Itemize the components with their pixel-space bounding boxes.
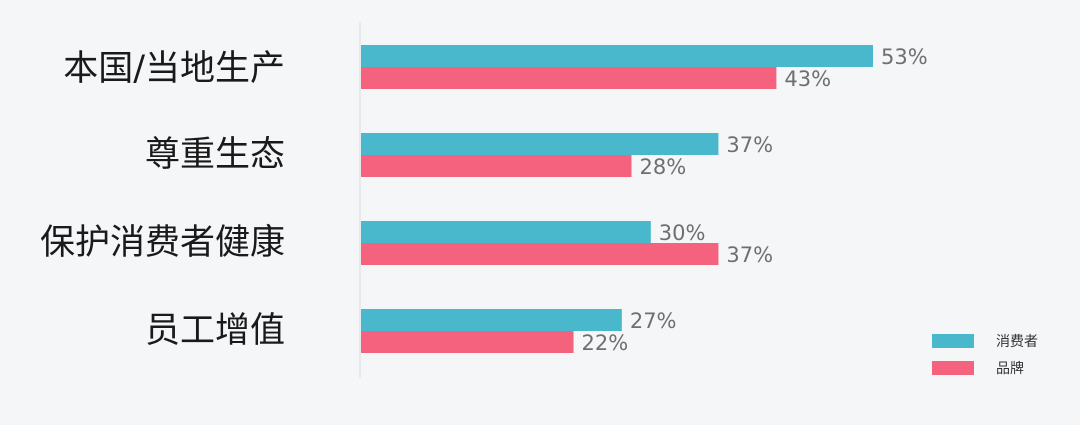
consumer-bar bbox=[361, 221, 651, 243]
brand-bar bbox=[361, 67, 777, 89]
consumer-value-label: 30% bbox=[659, 221, 706, 245]
legend-label-consumer: 消费者 bbox=[996, 334, 1038, 350]
category-label: 本国/当地生产 bbox=[63, 49, 285, 89]
category-label: 保护消费者健康 bbox=[40, 223, 285, 263]
brand-bar bbox=[361, 331, 574, 353]
brand-bar bbox=[361, 155, 632, 177]
legend-swatch-brand bbox=[932, 361, 974, 375]
legend-label-brand: 品牌 bbox=[996, 360, 1024, 377]
bars-group bbox=[361, 45, 873, 353]
consumer-bar bbox=[361, 309, 622, 331]
brand-value-label: 43% bbox=[784, 67, 831, 91]
consumer-bar bbox=[361, 133, 719, 155]
consumer-bar bbox=[361, 45, 873, 67]
consumer-value-label: 37% bbox=[726, 133, 773, 157]
brand-value-label: 28% bbox=[639, 155, 686, 179]
brand-bar bbox=[361, 243, 719, 265]
consumer-value-label: 27% bbox=[630, 309, 677, 333]
legend-swatch-consumer bbox=[932, 334, 974, 348]
category-label: 员工增值 bbox=[145, 311, 285, 351]
value-labels-group: 53% 43% 37% 28% 30% 37% 27%22% bbox=[582, 45, 928, 355]
consumer-value-label: 53% bbox=[881, 45, 928, 69]
category-label: 尊重生态 bbox=[145, 135, 285, 175]
brand-value-label: 37% bbox=[726, 243, 773, 267]
brand-value-label: 22% bbox=[582, 331, 629, 355]
